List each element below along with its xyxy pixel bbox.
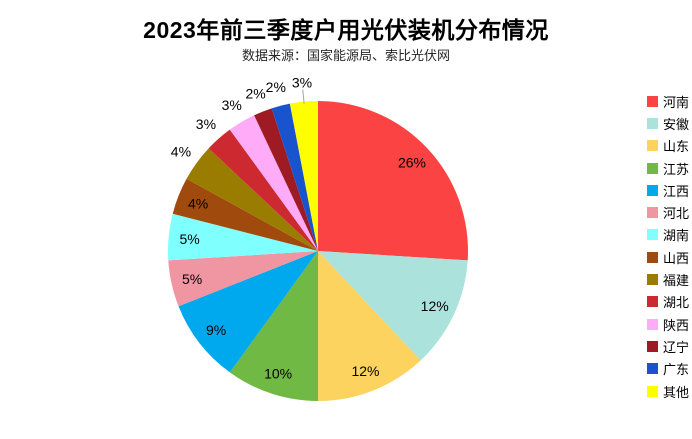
pie-slice-14	[289, 101, 318, 251]
legend-item-2: 安徽	[646, 112, 689, 134]
pie-slice-8	[172, 178, 318, 251]
chart-subtitle: 数据来源：国家能源局、索比光伏网	[241, 48, 450, 63]
pie-slice-6	[168, 251, 318, 307]
slice-label-6: 5%	[182, 271, 202, 287]
legend-item-1: 河南	[646, 90, 689, 112]
slice-label-2: 12%	[421, 298, 449, 314]
legend-swatch	[646, 162, 658, 174]
pie-slice-11	[229, 115, 318, 251]
legend-swatch	[646, 274, 658, 286]
legend-label: 江西	[662, 183, 689, 199]
legend-swatch	[646, 296, 658, 308]
legend-item-6: 河北	[646, 201, 689, 223]
legend-item-13: 广东	[646, 358, 689, 380]
legend: 河南安徽山东江苏江西河北湖南山西福建湖北陕西辽宁广东其他	[646, 90, 689, 402]
legend-swatch	[646, 385, 658, 397]
chart-title: 2023年前三季度户用光伏装机分布情况	[143, 17, 549, 43]
slice-label-1: 26%	[398, 155, 426, 171]
legend-item-9: 福建	[646, 268, 689, 290]
legend-item-8: 山西	[646, 246, 689, 268]
legend-swatch	[646, 117, 658, 129]
pie-slice-13	[271, 103, 318, 251]
legend-label: 江苏	[662, 161, 689, 177]
slice-label-9: 4%	[171, 143, 191, 159]
legend-label: 湖北	[662, 295, 689, 311]
label-leader-line	[302, 89, 305, 104]
legend-swatch	[646, 363, 658, 375]
legend-item-4: 江苏	[646, 157, 689, 179]
legend-label: 辽宁	[662, 339, 689, 355]
legend-swatch	[646, 229, 658, 241]
slice-label-7: 5%	[179, 231, 199, 247]
legend-swatch	[646, 184, 658, 196]
legend-label: 广东	[662, 362, 689, 378]
pie-slice-10	[208, 129, 318, 251]
pie-slice-5	[178, 251, 318, 373]
slice-label-10: 3%	[196, 116, 216, 132]
pie-slice-7	[168, 213, 318, 261]
pie-slice-3	[318, 251, 421, 401]
legend-swatch	[646, 340, 658, 352]
pie-slice-1	[318, 101, 468, 261]
legend-swatch	[646, 95, 658, 107]
slice-label-8: 4%	[188, 196, 208, 212]
slice-label-4: 10%	[264, 366, 292, 382]
legend-swatch	[646, 318, 658, 330]
slice-label-5: 9%	[206, 322, 226, 338]
slice-label-11: 3%	[222, 97, 242, 113]
legend-item-11: 陕西	[646, 313, 689, 335]
legend-label: 安徽	[662, 116, 689, 132]
legend-item-7: 湖南	[646, 224, 689, 246]
legend-label: 陕西	[662, 317, 689, 333]
legend-swatch	[646, 251, 658, 263]
legend-swatch	[646, 140, 658, 152]
slice-label-14: 3%	[292, 74, 312, 90]
legend-item-14: 其他	[646, 380, 689, 402]
legend-item-3: 山东	[646, 135, 689, 157]
legend-item-12: 辽宁	[646, 335, 689, 357]
slice-label-13: 2%	[266, 79, 286, 95]
legend-label: 河北	[662, 206, 689, 222]
slice-label-3: 12%	[351, 363, 379, 379]
legend-label: 湖南	[662, 228, 689, 244]
legend-label: 其他	[662, 384, 689, 400]
pie-slice-9	[186, 148, 318, 251]
legend-label: 河南	[662, 94, 689, 110]
pie-slice-4	[229, 251, 318, 401]
legend-label: 福建	[662, 273, 689, 289]
slice-label-12: 2%	[245, 85, 265, 101]
legend-label: 山东	[662, 139, 689, 155]
pie-slice-12	[254, 108, 318, 251]
legend-label: 山西	[662, 250, 689, 266]
legend-swatch	[646, 207, 658, 219]
legend-item-5: 江西	[646, 179, 689, 201]
legend-item-10: 湖北	[646, 291, 689, 313]
pie-slice-2	[318, 251, 468, 361]
